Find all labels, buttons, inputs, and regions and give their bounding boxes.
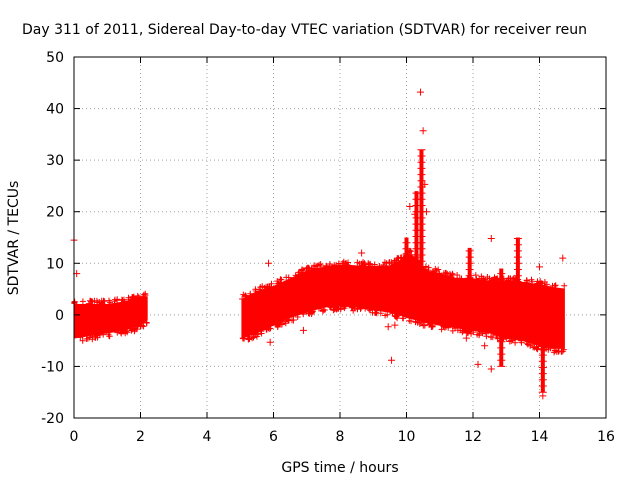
x-tick-label: 10 — [398, 429, 416, 445]
data-point — [559, 254, 567, 262]
spike-points — [497, 273, 506, 367]
data-point — [391, 321, 399, 329]
spike-points — [538, 342, 547, 393]
spike-points — [513, 238, 522, 295]
x-tick-label: 2 — [136, 429, 145, 445]
x-tick-label: 12 — [464, 429, 482, 445]
data-point — [421, 180, 429, 188]
spike-points — [417, 149, 426, 275]
spike-points — [412, 192, 421, 275]
x-tick-label: 4 — [203, 429, 212, 445]
data-band-1 — [241, 252, 565, 349]
x-tick-label: 14 — [531, 429, 549, 445]
data-point — [487, 365, 495, 373]
spike-points — [402, 242, 411, 275]
spike-points — [465, 250, 474, 295]
data-point — [487, 235, 495, 243]
y-tick-label: 20 — [46, 205, 64, 221]
data-point — [299, 326, 307, 334]
data-point — [406, 203, 414, 211]
data-point — [266, 338, 274, 346]
y-axis-title: SDTVAR / TECUs — [6, 181, 22, 296]
y-tick-label: -20 — [41, 411, 64, 427]
data-point — [474, 360, 482, 368]
y-tick-label: 40 — [46, 102, 64, 118]
chart-title: Day 311 of 2011, Sidereal Day-to-day VTE… — [22, 22, 587, 38]
plot-area — [70, 88, 568, 400]
y-tick-label: 50 — [46, 50, 64, 66]
x-tick-label: 6 — [269, 429, 278, 445]
band-edge-points-0 — [71, 290, 150, 344]
data-point — [289, 316, 297, 324]
x-axis-title: GPS time / hours — [281, 460, 398, 476]
y-tick-label: -10 — [41, 359, 64, 375]
data-point — [529, 321, 537, 329]
data-point — [384, 323, 392, 331]
grid-lines — [74, 57, 606, 418]
x-tick-label: 8 — [336, 429, 345, 445]
y-tick-label: 30 — [46, 153, 64, 169]
data-point — [419, 127, 427, 135]
data-point — [507, 337, 515, 345]
band-edge-points-1 — [239, 247, 568, 356]
data-point — [462, 334, 470, 342]
data-point — [416, 88, 424, 96]
y-tick-label: 10 — [46, 256, 64, 272]
data-point — [411, 210, 419, 218]
data-point — [358, 249, 366, 257]
data-point — [265, 259, 273, 267]
axes: 0 2 4 6 8 10 12 14 16 -20 -10 0 10 20 30 40 50 — [41, 50, 615, 445]
data-point — [422, 208, 430, 216]
y-tick-label: 0 — [55, 308, 64, 324]
data-point — [388, 356, 396, 364]
data-point — [539, 392, 547, 400]
x-tick-label: 0 — [70, 429, 79, 445]
data-point — [536, 263, 543, 271]
x-tick-label: 16 — [597, 429, 615, 445]
data-point — [481, 342, 489, 350]
